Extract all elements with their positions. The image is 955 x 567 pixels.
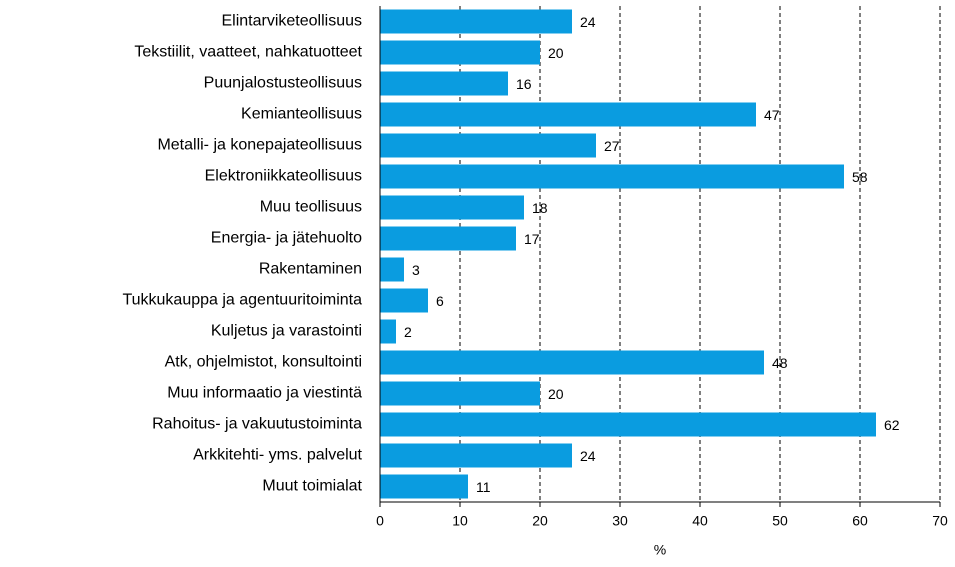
data-label: 62: [884, 417, 900, 433]
y-tick-label: Rakentaminen: [259, 261, 362, 278]
y-tick-label: Kemianteollisuus: [241, 106, 362, 123]
bar: [380, 443, 572, 468]
bar: [380, 226, 516, 251]
y-tick-label: Elintarviketeollisuus: [221, 13, 362, 30]
y-tick-label: Metalli- ja konepajateollisuus: [157, 137, 362, 154]
data-label: 24: [580, 14, 596, 30]
bar: [380, 381, 540, 406]
data-label: 2: [404, 324, 412, 340]
data-label: 6: [436, 293, 444, 309]
bar: [380, 195, 524, 220]
bar: [380, 350, 764, 375]
x-tick-label: 20: [532, 513, 548, 529]
y-tick-label: Elektroniikkateollisuus: [205, 168, 362, 185]
bar: [380, 288, 428, 313]
bar: [380, 257, 404, 282]
y-tick-label: Kuljetus ja varastointi: [211, 323, 362, 340]
data-label: 3: [412, 262, 420, 278]
x-tick-label: 60: [852, 513, 868, 529]
data-label: 58: [852, 169, 868, 185]
data-label: 17: [524, 231, 540, 247]
bar: [380, 133, 596, 158]
bar: [380, 412, 876, 437]
y-tick-label: Arkkitehti- yms. palvelut: [193, 447, 362, 464]
y-tick-label: Energia- ja jätehuolto: [211, 230, 362, 247]
y-tick-label: Tekstiilit, vaatteet, nahkatuotteet: [134, 44, 362, 61]
y-tick-label: Muu teollisuus: [260, 199, 362, 216]
data-label: 16: [516, 76, 532, 92]
y-tick-label: Rahoitus- ja vakuutustoiminta: [152, 416, 362, 433]
data-label: 27: [604, 138, 620, 154]
x-tick-label: 0: [376, 513, 384, 529]
x-tick-label: 10: [452, 513, 468, 529]
bar: [380, 319, 396, 344]
data-label: 18: [532, 200, 548, 216]
x-tick-label: 30: [612, 513, 628, 529]
x-tick-label: 50: [772, 513, 788, 529]
y-tick-label: Muut toimialat: [262, 478, 362, 495]
y-tick-label: Puunjalostusteollisuus: [204, 75, 362, 92]
y-tick-label: Atk, ohjelmistot, konsultointi: [165, 354, 362, 371]
data-label: 20: [548, 386, 564, 402]
x-tick-label: 40: [692, 513, 708, 529]
data-label: 11: [476, 479, 491, 495]
bar: [380, 40, 540, 65]
bar: [380, 474, 468, 499]
data-label: 48: [772, 355, 788, 371]
bar: [380, 71, 508, 96]
data-label: 47: [764, 107, 780, 123]
y-tick-label: Muu informaatio ja viestintä: [167, 385, 362, 402]
bar: [380, 102, 756, 127]
x-tick-label: 70: [932, 513, 948, 529]
y-tick-label: Tukkukauppa ja agentuuritoiminta: [122, 292, 362, 309]
bar: [380, 164, 844, 189]
bar: [380, 9, 572, 34]
x-axis-label: %: [654, 542, 666, 558]
data-label: 24: [580, 448, 596, 464]
data-label: 20: [548, 45, 564, 61]
